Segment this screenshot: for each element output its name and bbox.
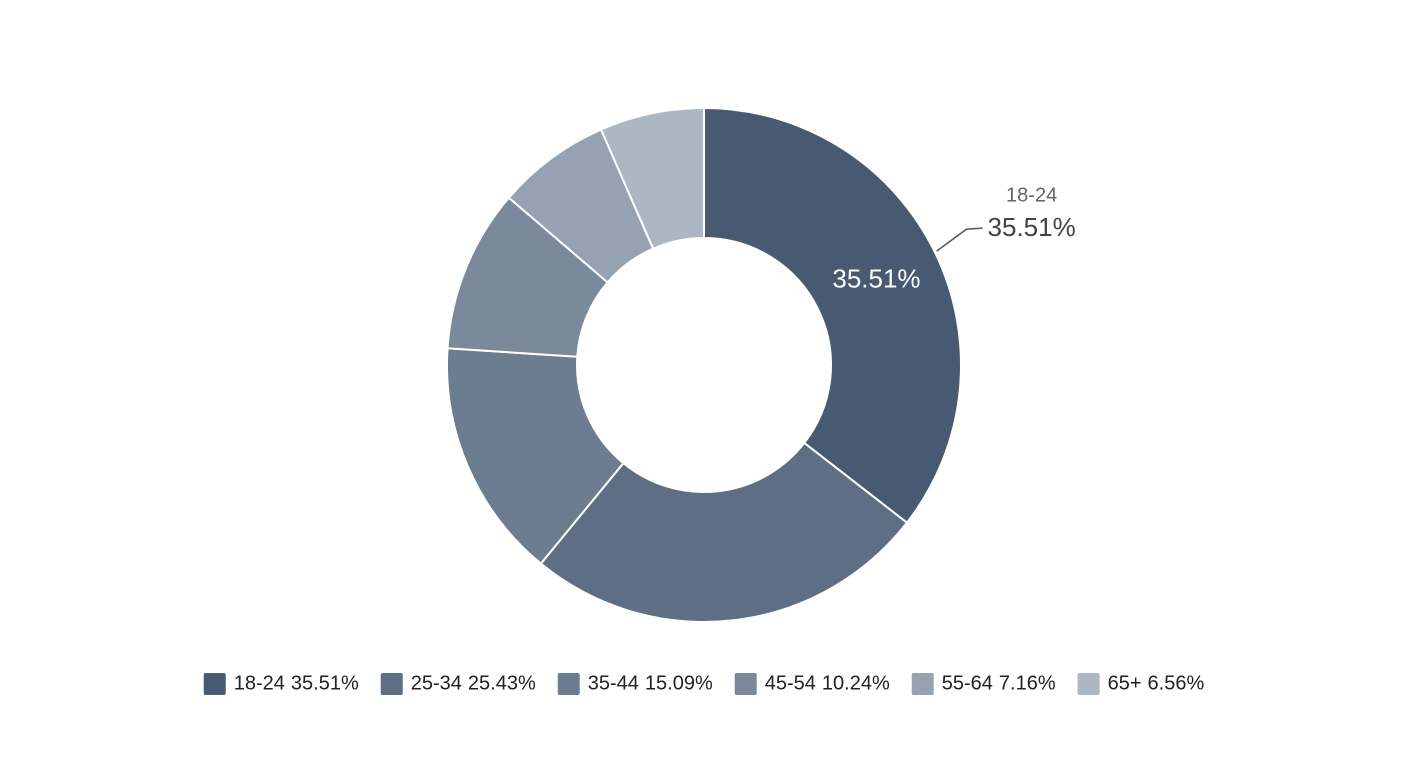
- legend-item: 18-24 35.51%: [203, 672, 359, 695]
- legend-label: 35-44: [588, 672, 639, 694]
- legend-swatch: [203, 673, 226, 695]
- legend-value: 10.24%: [822, 672, 890, 694]
- legend-label: 65+: [1108, 672, 1142, 694]
- legend-value: 35.51%: [291, 672, 359, 694]
- legend-value: 7.16%: [999, 672, 1056, 694]
- legend-label: 45-54: [765, 672, 816, 694]
- legend-swatch: [1077, 673, 1100, 695]
- legend-swatch: [734, 673, 757, 695]
- legend-label: 25-34: [411, 672, 462, 694]
- legend-swatch: [911, 673, 934, 695]
- legend-item: 45-54 10.24%: [734, 672, 890, 695]
- slice-label: 35.51%: [832, 263, 920, 293]
- legend-item: 55-64 7.16%: [911, 672, 1056, 695]
- donut-slice: [599, 106, 705, 250]
- legend: 18-24 35.51% 25-34 25.43% 35-44 15.09% 45-54 10…: [203, 672, 1205, 695]
- donut-slice: [446, 347, 625, 565]
- legend-value: 25.43%: [468, 672, 536, 694]
- donut-slice: [703, 106, 962, 525]
- donut-slice: [539, 441, 909, 623]
- legend-item: 35-44 15.09%: [557, 672, 713, 695]
- legend-label: 18-24: [234, 672, 285, 694]
- legend-swatch: [380, 673, 403, 695]
- legend-item: 65+ 6.56%: [1077, 672, 1205, 695]
- legend-item: 25-34 25.43%: [380, 672, 536, 695]
- callout-category: 18-24: [1006, 184, 1057, 206]
- legend-value: 6.56%: [1148, 672, 1205, 694]
- legend-value: 15.09%: [645, 672, 713, 694]
- callout-value: 35.51%: [988, 212, 1076, 242]
- callout-line: [936, 227, 983, 252]
- legend-label: 55-64: [942, 672, 993, 694]
- legend-swatch: [557, 673, 580, 695]
